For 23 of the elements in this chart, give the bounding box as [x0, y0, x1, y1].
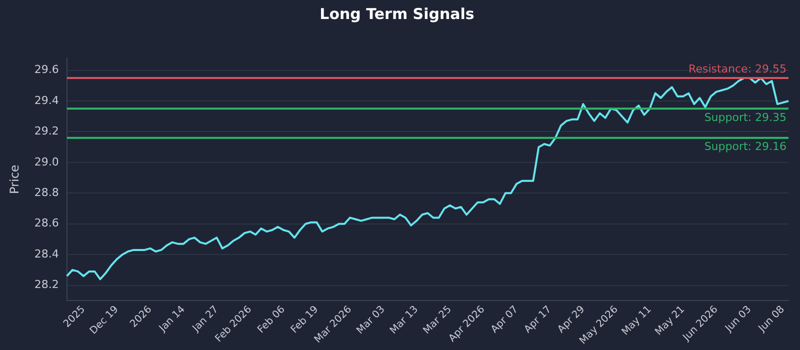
x-tick-label: Dec 19: [88, 304, 121, 337]
x-tick-label: Jun 03: [722, 304, 754, 335]
x-tick-label: Mar 13: [388, 304, 421, 336]
y-tick-label: 28.2: [34, 278, 59, 292]
x-tick-label: Jan 27: [190, 304, 221, 335]
y-tick-label: 28.4: [34, 247, 59, 260]
x-tick-label: Jun 08: [756, 304, 787, 335]
y-tick-label: 28.8: [34, 186, 59, 200]
y-tick-label: 29.0: [34, 155, 59, 168]
x-tick-label: Mar 03: [354, 304, 388, 336]
x-tick-label: Apr 17: [522, 304, 554, 336]
ref-line-label: Resistance: 29.55: [688, 62, 787, 76]
chart-title: Long Term Signals: [320, 4, 474, 23]
y-tick-label: 29.4: [34, 94, 59, 107]
x-tick-label: Jan 14: [156, 304, 188, 335]
ref-line-label: Support: 29.35: [704, 111, 787, 124]
y-tick-label: 28.6: [34, 216, 59, 230]
y-tick-label: 29.2: [34, 124, 59, 138]
y-tick-label: 29.6: [34, 63, 59, 76]
ref-line-label: Support: 29.16: [704, 140, 787, 154]
x-tick-label: Apr 07: [489, 304, 520, 336]
x-tick-label: Feb 06: [256, 304, 288, 336]
y-axis-title: Price: [7, 164, 22, 194]
